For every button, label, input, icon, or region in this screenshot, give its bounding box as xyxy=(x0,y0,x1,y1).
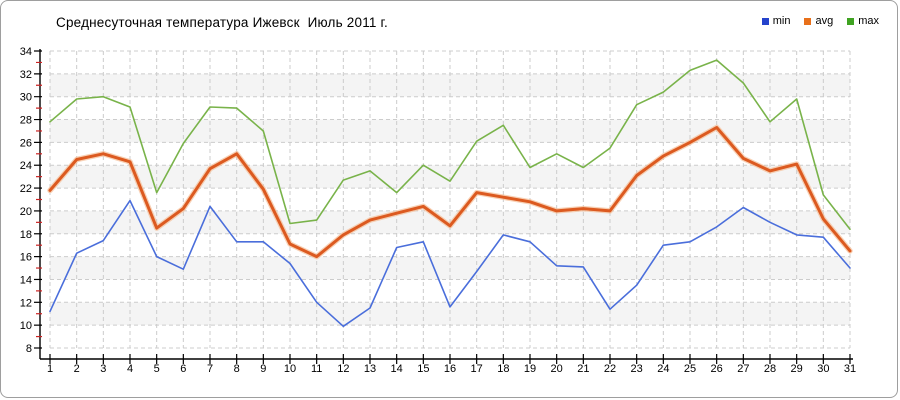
y-tick-label: 24 xyxy=(20,160,32,172)
y-tick-label: 14 xyxy=(20,274,32,286)
y-tick-label: 8 xyxy=(26,343,32,355)
x-tick-label: 3 xyxy=(100,363,106,375)
band xyxy=(50,73,850,97)
y-tick-label: 28 xyxy=(20,115,32,127)
y-tick-label: 26 xyxy=(20,137,32,149)
x-tick-label: 23 xyxy=(631,363,643,375)
y-axis-ticks-labels: 8 10 12 14 16 18 20 22 24 26 28 30 32 34 xyxy=(20,46,42,355)
legend-label-max: max xyxy=(858,15,879,27)
y-tick-label: 10 xyxy=(20,320,32,332)
x-tick-label: 13 xyxy=(364,363,376,375)
x-tick-label: 27 xyxy=(737,363,749,375)
x-tick-label: 11 xyxy=(311,363,322,375)
legend-label-min: min xyxy=(772,15,791,27)
series-avg-line xyxy=(48,126,852,259)
min-legend-swatch-icon xyxy=(761,17,769,25)
x-tick-label: 1 xyxy=(47,363,53,375)
x-tick-label: 12 xyxy=(337,363,349,375)
legend-item-min: min xyxy=(761,15,791,27)
legend-label-avg: avg xyxy=(815,15,834,27)
series-max-line xyxy=(49,59,851,230)
x-axis-ticks-labels: 1 2 3 4 5 6 7 8 9 10 11 12 13 14 15 16 17 18 19 20 21 22 23 24 2… xyxy=(47,354,856,375)
x-tick-label: 17 xyxy=(471,363,483,375)
y-tick-label: 34 xyxy=(20,46,32,58)
x-tick-label: 2 xyxy=(74,363,80,375)
series-min-line xyxy=(49,199,851,328)
y-tick-label: 30 xyxy=(20,92,32,104)
x-tick-label: 20 xyxy=(551,363,563,375)
x-tick-label: 9 xyxy=(260,363,266,375)
x-tick-label: 15 xyxy=(417,363,429,375)
x-tick-label: 22 xyxy=(604,363,616,375)
x-tick-label: 4 xyxy=(127,363,133,375)
avg-legend-swatch-icon xyxy=(804,17,812,25)
x-tick-label: 18 xyxy=(497,363,509,375)
chart-title: Среднесуточная температура Ижевск Июль 2… xyxy=(56,15,388,30)
x-tick-label: 30 xyxy=(817,363,829,375)
x-tick-label: 7 xyxy=(207,363,213,375)
x-tick-label: 31 xyxy=(844,363,856,375)
axes xyxy=(39,49,853,360)
x-tick-label: 5 xyxy=(154,363,160,375)
x-tick-label: 24 xyxy=(657,363,669,375)
legend: min avg max xyxy=(761,15,879,27)
x-tick-label: 6 xyxy=(180,363,186,375)
x-tick-label: 26 xyxy=(711,363,723,375)
x-tick-label: 29 xyxy=(791,363,803,375)
legend-item-max: max xyxy=(847,15,879,27)
y-tick-label: 16 xyxy=(20,252,32,264)
y-tick-label: 18 xyxy=(20,229,32,241)
x-tick-label: 10 xyxy=(284,363,296,375)
legend-item-avg: avg xyxy=(804,15,833,27)
y-tick-label: 32 xyxy=(20,69,32,81)
x-tick-label: 28 xyxy=(764,363,776,375)
x-tick-label: 14 xyxy=(391,363,403,375)
y-tick-label: 12 xyxy=(20,297,32,309)
x-tick-label: 21 xyxy=(577,363,589,375)
x-tick-label: 16 xyxy=(444,363,456,375)
x-tick-label: 19 xyxy=(524,363,536,375)
x-tick-label: 25 xyxy=(684,363,696,375)
y-tick-label: 22 xyxy=(20,183,32,195)
y-tick-label: 20 xyxy=(20,206,32,218)
max-legend-swatch-icon xyxy=(847,17,855,25)
x-tick-label: 8 xyxy=(234,363,240,375)
